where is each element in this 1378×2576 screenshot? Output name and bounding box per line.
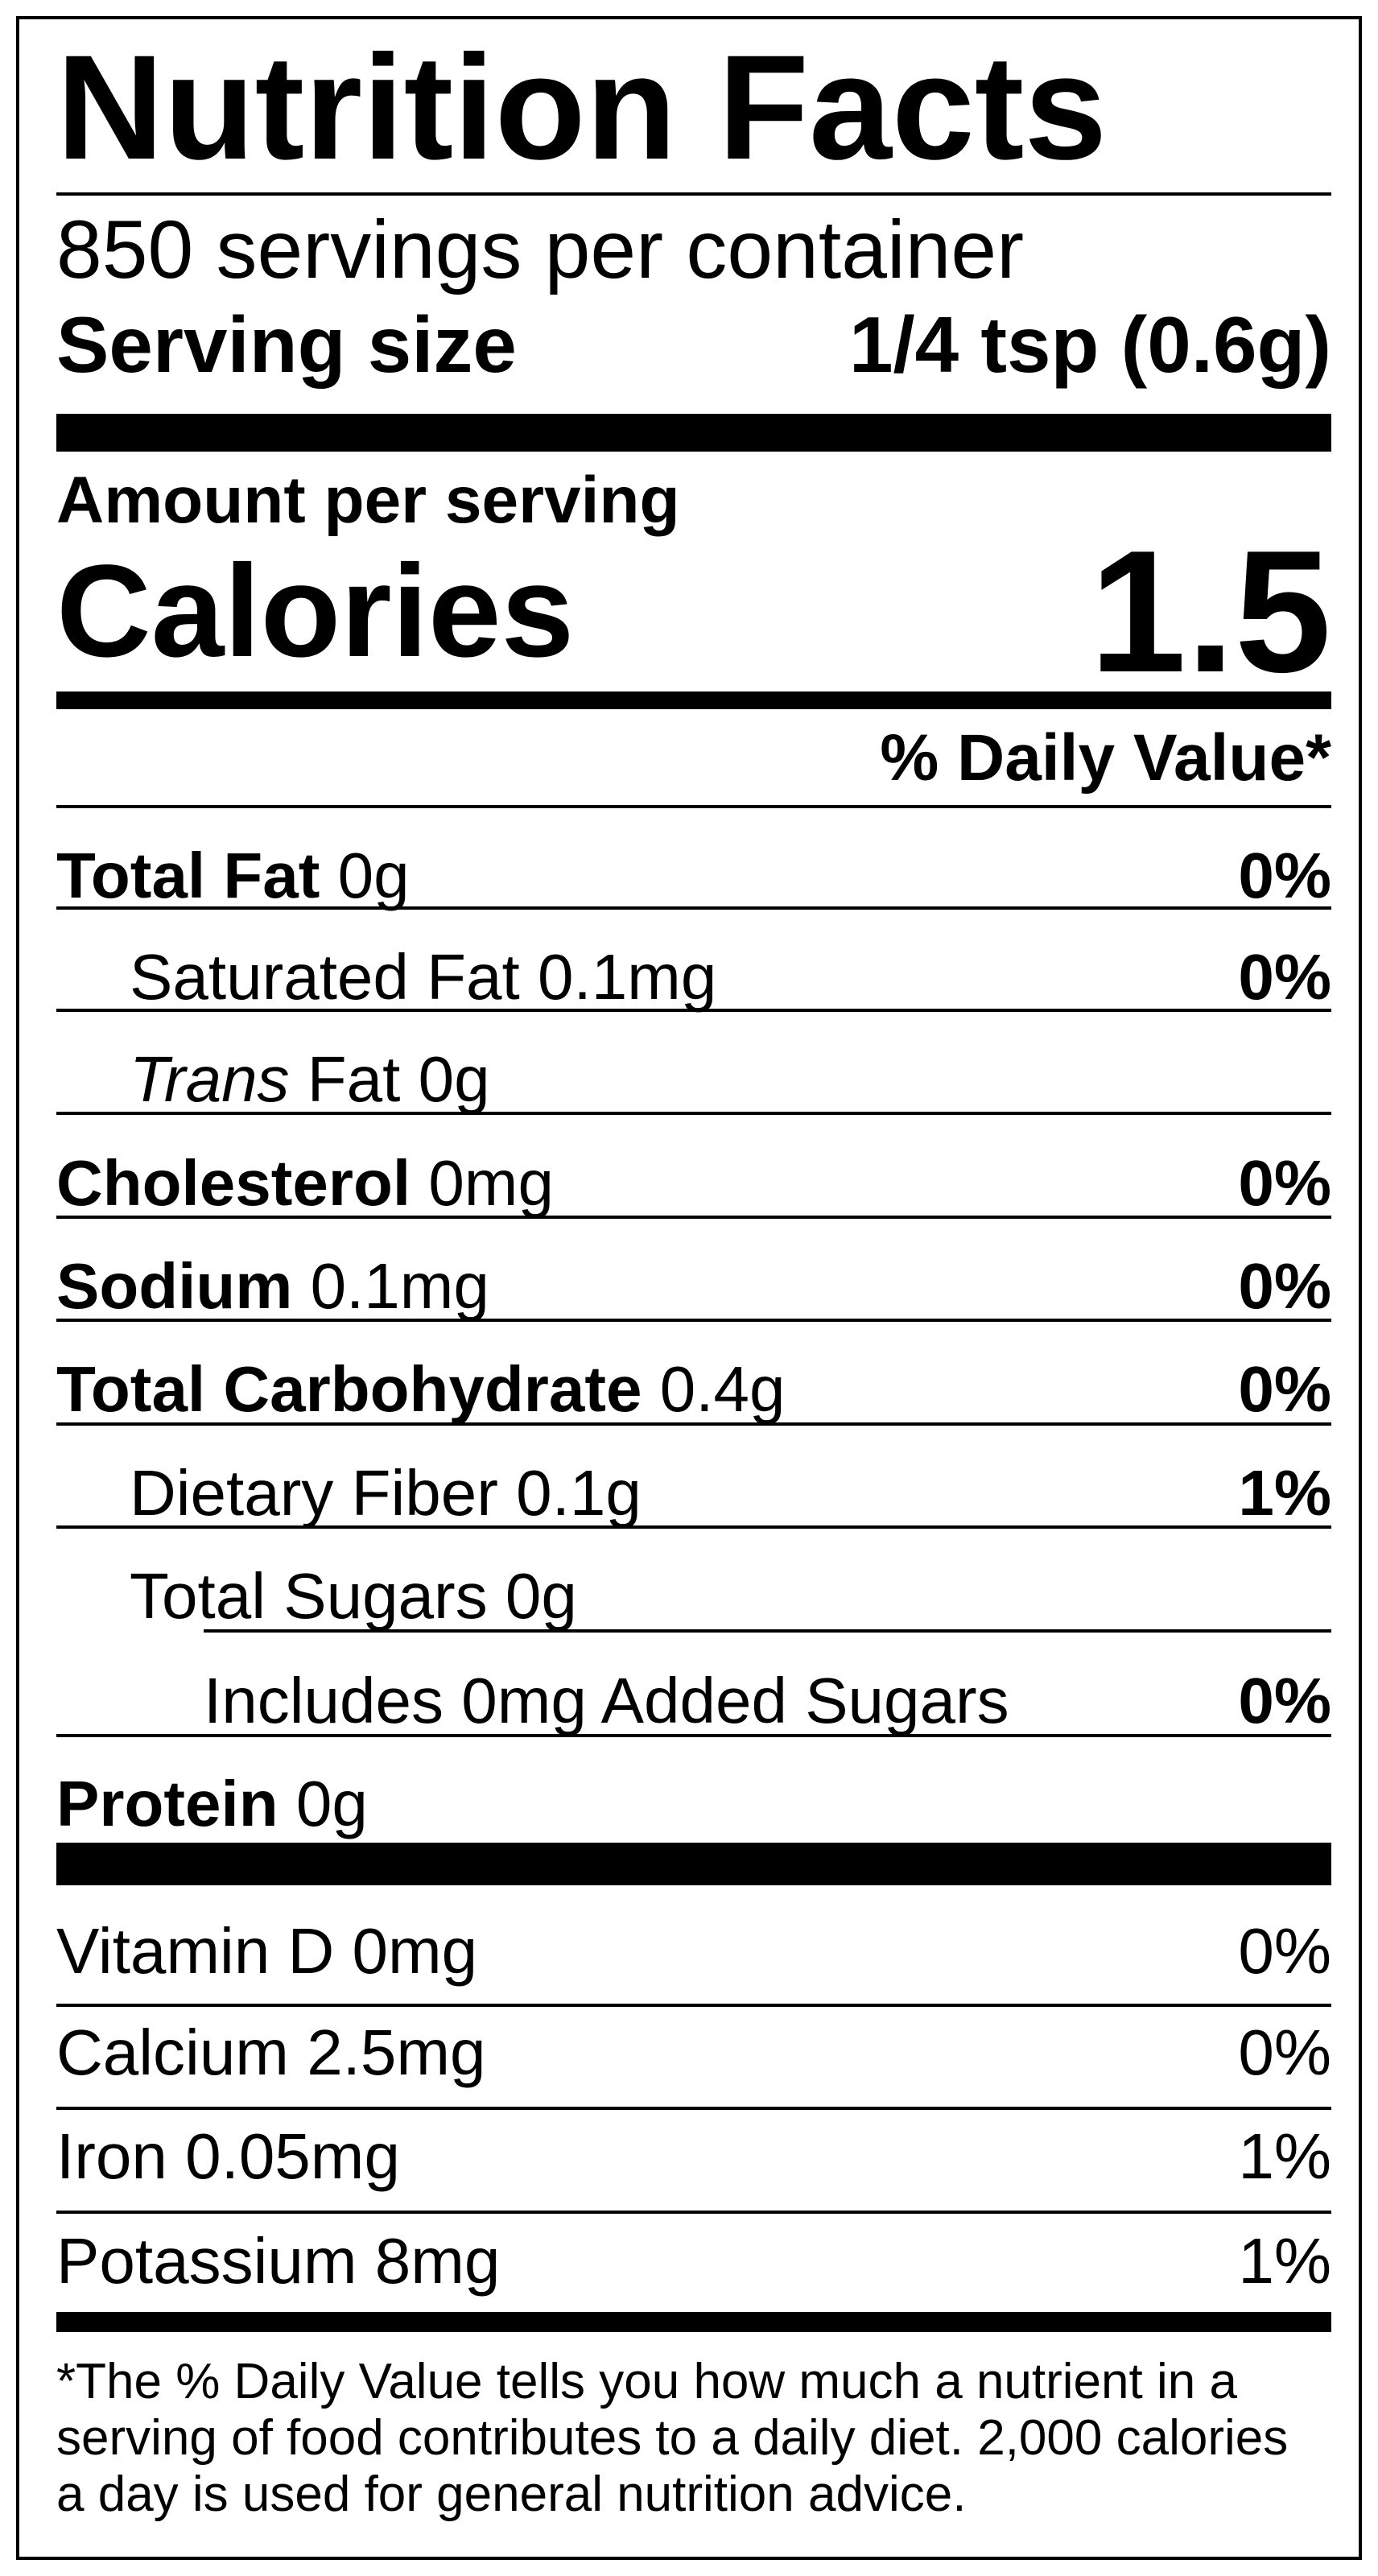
daily-value: 0%: [1238, 941, 1331, 1013]
nutrient-amount: 0.1mg: [310, 1250, 489, 1322]
calories-row: Calories 1.5: [56, 514, 1331, 708]
medium-bar: [56, 2312, 1331, 2332]
daily-value: 0%: [1238, 1665, 1331, 1736]
vitamin-amount: 8mg: [374, 2225, 501, 2297]
divider: [56, 1734, 1331, 1737]
servings: 850 servings per container: [56, 204, 1025, 295]
nutrient-amount: 0mg: [461, 1665, 587, 1736]
nutrient-row: Trans Fat 0g: [130, 1035, 1331, 1124]
vitamin-name: Potassium: [56, 2225, 357, 2297]
nutrient-row: Total Sugars 0g: [130, 1552, 1331, 1641]
nutrient-amount: 0g: [337, 840, 410, 911]
nutrient-row: Includes 0mg Added Sugars 0%: [204, 1657, 1331, 1745]
vitamin-amount: 0.05mg: [185, 2120, 400, 2192]
divider: [56, 1525, 1331, 1529]
divider: [56, 2211, 1331, 2214]
divider: [56, 2004, 1331, 2007]
nutrient-amount: 0g: [418, 1043, 490, 1115]
daily-value: 0%: [1238, 1915, 1331, 1987]
divider: [56, 192, 1331, 196]
vitamin-amount: 2.5mg: [307, 2017, 486, 2088]
daily-value: 1%: [1238, 2225, 1331, 2297]
vitamin-row: Vitamin D 0mg 0%: [56, 1907, 1331, 1996]
nutrition-label: Nutrition Facts 850 servings per contain…: [16, 16, 1362, 2560]
nutrient-row: Saturated Fat 0.1mg 0%: [130, 933, 1331, 1022]
nutrient-row: Dietary Fiber 0.1g 1%: [130, 1449, 1331, 1538]
nutrient-name: Fat: [307, 1043, 401, 1115]
nutrient-row: Sodium 0.1mg 0%: [56, 1242, 1331, 1331]
vitamin-row: Iron 0.05mg 1%: [56, 2112, 1331, 2201]
nutrient-name: Added Sugars: [600, 1665, 1009, 1736]
divider: [56, 906, 1331, 910]
daily-value: 1%: [1238, 1457, 1331, 1529]
daily-value: 0%: [1238, 840, 1331, 911]
divider: [56, 2107, 1331, 2110]
nutrient-name-italic: Trans: [130, 1043, 290, 1115]
nutrient-name: Saturated Fat: [130, 941, 520, 1013]
nutrient-row: Total Fat 0g 0%: [56, 832, 1331, 920]
nutrient-row: Total Carbohydrate 0.4g 0%: [56, 1345, 1331, 1434]
daily-value: 0%: [1238, 1250, 1331, 1322]
serving-size-row: Serving size 1/4 tsp (0.6g): [56, 296, 1331, 393]
vitamin-row: Calcium 2.5mg 0%: [56, 2008, 1331, 2097]
nutrient-name: Dietary Fiber: [130, 1457, 498, 1529]
nutrient-amount: 0mg: [428, 1147, 554, 1219]
vitamin-name: Iron: [56, 2120, 167, 2192]
daily-value: 0%: [1238, 1147, 1331, 1219]
amount-per-serving: Amount per serving: [56, 464, 680, 537]
divider: [56, 1319, 1331, 1322]
thick-bar: [56, 414, 1331, 452]
nutrient-name: Total Fat: [56, 840, 320, 911]
divider: [56, 1009, 1331, 1012]
footnote-line: a day is used for general nutrition advi…: [56, 2467, 967, 2522]
nutrient-amount: 0.1mg: [537, 941, 717, 1013]
nutrient-amount: 0g: [295, 1768, 368, 1839]
daily-value: 0%: [1238, 1353, 1331, 1425]
divider: [56, 1216, 1331, 1219]
nutrient-name: Sodium: [56, 1250, 293, 1322]
serving-size-value: 1/4 tsp (0.6g): [848, 300, 1331, 389]
divider: [56, 1112, 1331, 1115]
vitamin-amount: 0mg: [352, 1915, 478, 1987]
nutrient-amount: 0.1g: [516, 1457, 642, 1529]
daily-value: 1%: [1238, 2120, 1331, 2192]
daily-value: 0%: [1238, 2017, 1331, 2088]
nutrient-amount: 0.4g: [659, 1353, 786, 1425]
footnote-line: *The % Daily Value tells you how much a …: [56, 2354, 1237, 2409]
nutrient-prefix: Includes: [204, 1665, 444, 1736]
vitamin-name: Calcium: [56, 2017, 289, 2088]
calories-value: 1.5: [1089, 513, 1331, 708]
nutrient-name: Protein: [56, 1768, 278, 1839]
nutrient-row: Cholesterol 0mg 0%: [56, 1139, 1331, 1228]
nutrient-name: Total Sugars: [130, 1560, 488, 1632]
vitamin-name: Vitamin D: [56, 1915, 335, 1987]
thick-bar: [56, 1843, 1331, 1885]
divider: [56, 805, 1331, 808]
nutrient-amount: 0g: [505, 1560, 577, 1632]
calories-label: Calories: [56, 537, 575, 684]
title: Nutrition Facts: [56, 25, 1108, 191]
footnote: *The % Daily Value tells you how much a …: [56, 2354, 1331, 2523]
daily-value-header: % Daily Value*: [880, 721, 1331, 795]
divider: [204, 1629, 1331, 1633]
serving-size-label: Serving size: [56, 300, 517, 389]
footnote-line: serving of food contributes to a daily d…: [56, 2410, 1289, 2466]
divider: [56, 1422, 1331, 1426]
medium-bar: [56, 691, 1331, 709]
nutrient-name: Total Carbohydrate: [56, 1353, 642, 1425]
nutrient-row: Protein 0g: [56, 1760, 1331, 1848]
nutrient-name: Cholesterol: [56, 1147, 411, 1219]
vitamin-row: Potassium 8mg 1%: [56, 2217, 1331, 2306]
